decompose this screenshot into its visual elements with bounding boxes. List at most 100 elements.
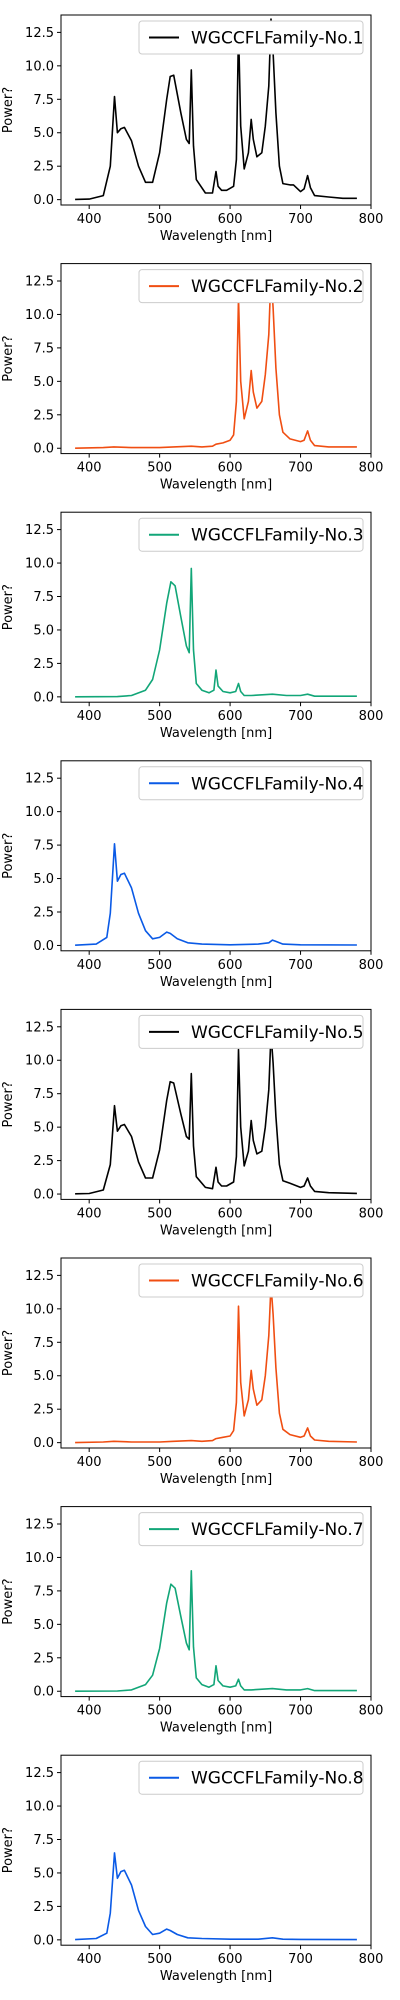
chart-panel-2: 400 500 600 700 800 0.0 2.5 5.0 7.5 10.0 12.5 Wavel… — [1, 263, 383, 493]
y-tick-label: 12.5 — [25, 1269, 54, 1284]
y-tick-label: 2.5 — [33, 408, 54, 423]
x-tick-label: 500 — [147, 1704, 172, 1719]
y-tick-label: 7.5 — [33, 1087, 54, 1102]
x-tick-label: 400 — [77, 461, 102, 476]
legend-label: WGCCFLFamily-No.5 — [191, 1023, 364, 1043]
y-tick-label: 5.0 — [33, 1866, 54, 1881]
x-tick-label: 600 — [218, 461, 243, 476]
y-tick-label: 12.5 — [25, 1766, 54, 1781]
legend-label: WGCCFLFamily-No.8 — [191, 1769, 364, 1789]
x-tick-label: 500 — [147, 212, 172, 227]
legend-box — [138, 517, 364, 552]
series-line — [75, 18, 357, 201]
legend: WGCCFLFamily-No.3 — [138, 517, 364, 552]
plot-frame — [60, 1257, 372, 1449]
legend-box — [138, 1014, 364, 1049]
plot-frame — [60, 511, 372, 703]
y-tick-label: 12.5 — [25, 26, 54, 41]
y-tick-label: 10.0 — [25, 557, 54, 572]
series-line — [75, 1284, 357, 1444]
x-tick-label: 400 — [77, 1455, 102, 1470]
chart-panel-8: 400 500 600 700 800 0.0 2.5 5.0 7.5 10.0 12.5 Wavel… — [1, 1754, 383, 1984]
series-line — [75, 1032, 357, 1195]
y-tick-label: 2.5 — [33, 657, 54, 672]
y-axis-label: Power? — [1, 1081, 16, 1127]
y-axis-label: Power? — [1, 87, 16, 133]
x-tick-label: 500 — [147, 461, 172, 476]
y-tick-label: 7.5 — [33, 1584, 54, 1599]
y-tick-label: 0.0 — [33, 1933, 54, 1948]
y-tick-label: 12.5 — [25, 523, 54, 538]
x-axis-label: Wavelength [nm] — [160, 1223, 272, 1238]
x-axis-label: Wavelength [nm] — [160, 1721, 272, 1736]
series-line — [75, 1852, 357, 1941]
x-tick-label: 800 — [359, 709, 384, 724]
y-tick-label: 2.5 — [33, 905, 54, 920]
plot-frame — [60, 263, 372, 455]
y-tick-label: 7.5 — [33, 341, 54, 356]
plot-frame — [60, 1754, 372, 1946]
x-tick-label: 400 — [77, 1206, 102, 1221]
y-tick-label: 0.0 — [33, 193, 54, 208]
chart-panel-6: 400 500 600 700 800 0.0 2.5 5.0 7.5 10.0 12.5 Wavel… — [1, 1257, 384, 1487]
y-tick-label: 5.0 — [33, 1369, 54, 1384]
series-line — [75, 1570, 357, 1692]
y-tick-label: 2.5 — [33, 1154, 54, 1169]
legend: WGCCFLFamily-No.8 — [138, 1760, 364, 1795]
legend-box — [138, 20, 364, 55]
legend: WGCCFLFamily-No.5 — [138, 1014, 364, 1049]
legend-box — [138, 766, 364, 801]
y-tick-label: 0.0 — [33, 1436, 54, 1451]
y-tick-label: 2.5 — [33, 1403, 54, 1418]
x-tick-label: 700 — [288, 212, 313, 227]
legend-box — [138, 1760, 364, 1795]
x-tick-label: 800 — [359, 1704, 384, 1719]
y-tick-label: 10.0 — [25, 1800, 54, 1815]
x-axis-label: Wavelength [nm] — [160, 229, 272, 244]
x-tick-label: 800 — [359, 1455, 384, 1470]
x-axis-label: Wavelength [nm] — [160, 975, 272, 990]
x-tick-label: 400 — [77, 1704, 102, 1719]
legend-label: WGCCFLFamily-No.4 — [191, 774, 364, 794]
legend-box — [138, 269, 364, 304]
x-tick-label: 700 — [288, 709, 313, 724]
y-tick-label: 5.0 — [33, 126, 54, 141]
legend-label: WGCCFLFamily-No.7 — [191, 1520, 364, 1540]
legend-label: WGCCFLFamily-No.3 — [191, 526, 364, 546]
x-tick-label: 700 — [288, 1206, 313, 1221]
y-tick-label: 5.0 — [33, 1121, 54, 1136]
chart-panel-5: 400 500 600 700 800 0.0 2.5 5.0 7.5 10.0 12.5 Wavel… — [1, 1008, 383, 1238]
x-tick-label: 700 — [288, 1704, 313, 1719]
legend: WGCCFLFamily-No.4 — [138, 766, 364, 801]
y-tick-label: 5.0 — [33, 375, 54, 390]
x-tick-label: 700 — [288, 461, 313, 476]
y-tick-label: 12.5 — [25, 1020, 54, 1035]
series-line — [75, 272, 357, 449]
chart-panel-1: 400 500 600 700 800 0.0 2.5 5.0 7.5 10.0 12.5 Wavel… — [1, 14, 383, 244]
x-tick-label: 800 — [359, 958, 384, 973]
y-tick-label: 7.5 — [33, 839, 54, 854]
x-tick-label: 400 — [77, 212, 102, 227]
x-tick-label: 500 — [147, 1206, 172, 1221]
y-tick-label: 10.0 — [25, 1551, 54, 1566]
y-tick-label: 7.5 — [33, 1336, 54, 1351]
y-axis-label: Power? — [1, 833, 16, 879]
plot-frame — [60, 1008, 372, 1200]
x-tick-label: 700 — [288, 958, 313, 973]
legend-box — [138, 1263, 364, 1298]
x-tick-label: 600 — [218, 212, 243, 227]
y-tick-label: 2.5 — [33, 1900, 54, 1915]
x-tick-label: 500 — [147, 1455, 172, 1470]
y-tick-label: 5.0 — [33, 1618, 54, 1633]
y-tick-label: 12.5 — [25, 1517, 54, 1532]
y-tick-label: 10.0 — [25, 59, 54, 74]
x-tick-label: 400 — [77, 958, 102, 973]
x-axis-label: Wavelength [nm] — [160, 1472, 272, 1487]
y-tick-label: 12.5 — [25, 772, 54, 787]
y-tick-label: 10.0 — [25, 805, 54, 820]
x-axis-label: Wavelength [nm] — [160, 478, 272, 493]
legend-label: WGCCFLFamily-No.6 — [191, 1272, 364, 1292]
series-line — [75, 843, 357, 946]
y-axis-label: Power? — [1, 1827, 16, 1873]
